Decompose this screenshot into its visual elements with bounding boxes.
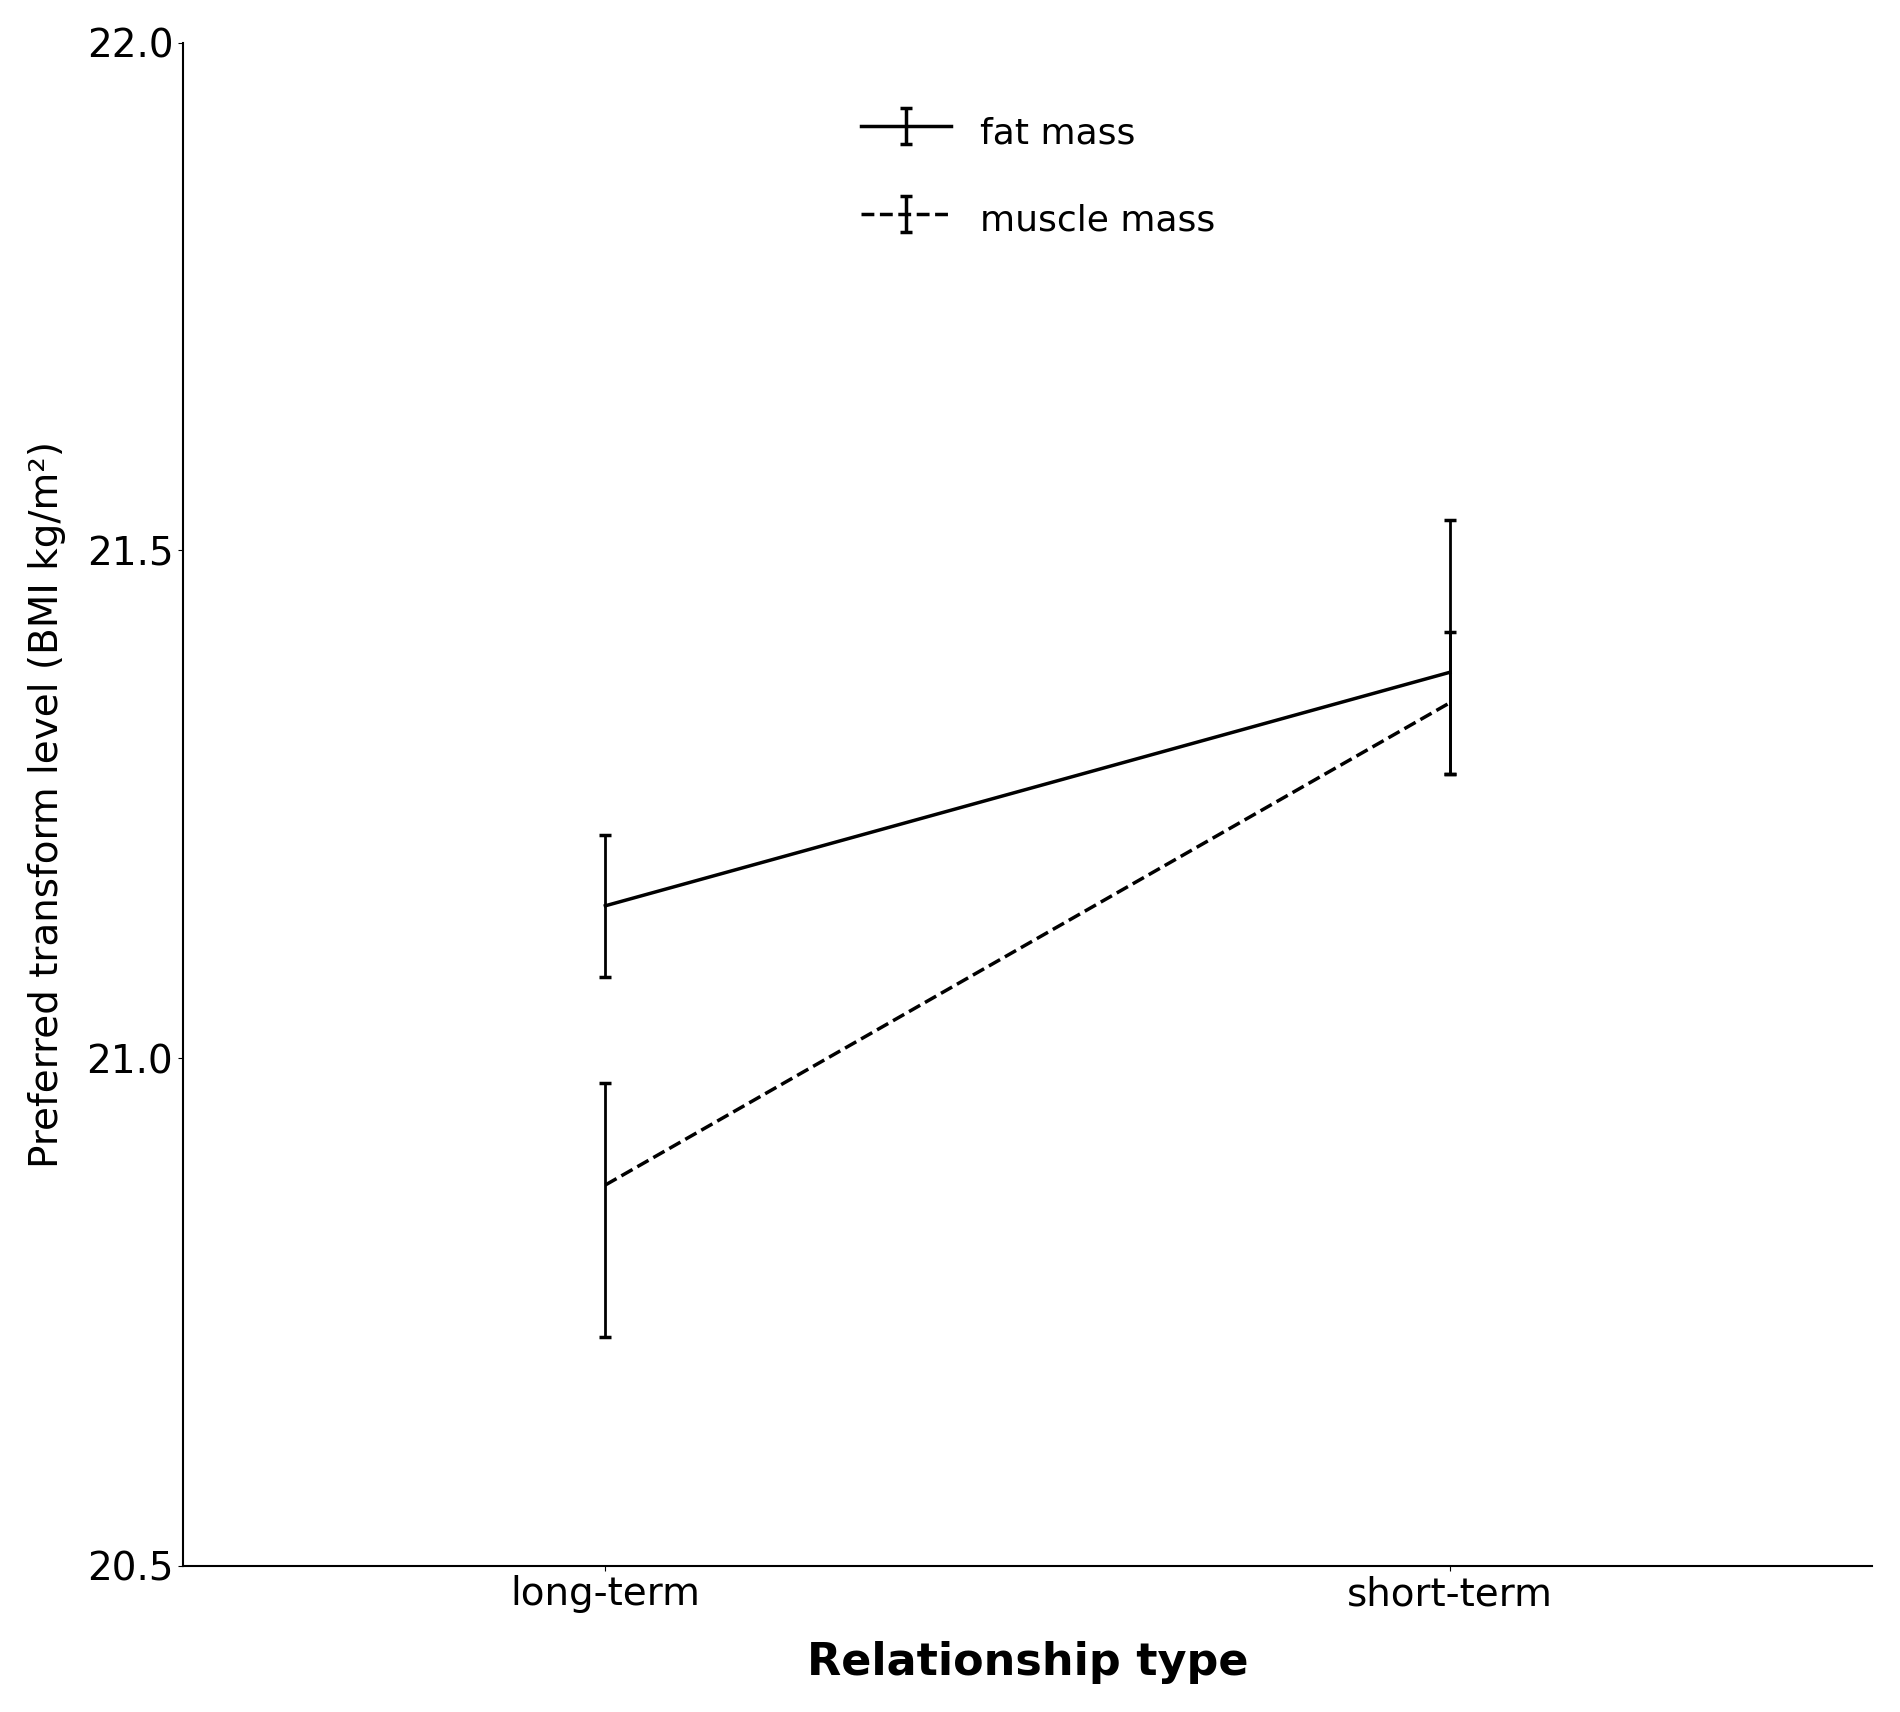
X-axis label: Relationship type: Relationship type — [808, 1642, 1248, 1685]
Legend: fat mass, muscle mass: fat mass, muscle mass — [844, 91, 1233, 259]
Y-axis label: Preferred transform level (BMI kg/m²): Preferred transform level (BMI kg/m²) — [28, 440, 66, 1168]
